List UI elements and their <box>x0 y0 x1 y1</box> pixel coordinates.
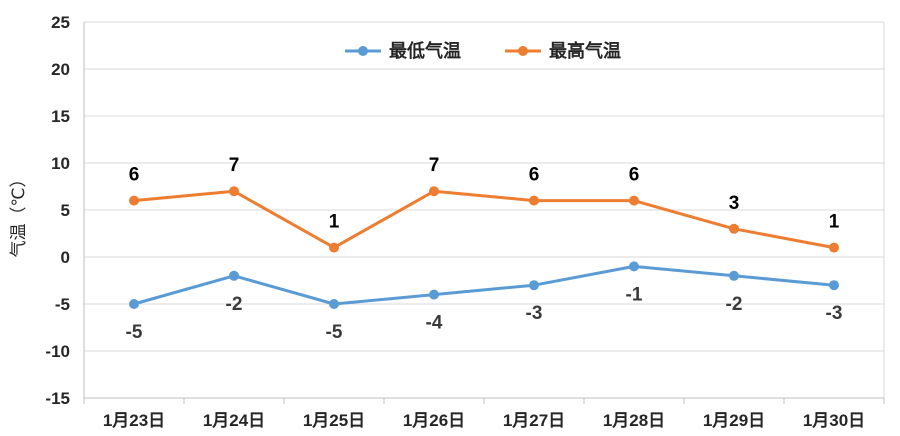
x-tick-label: 1月24日 <box>203 411 265 430</box>
data-point <box>829 280 839 291</box>
y-tick-label: 20 <box>51 60 70 79</box>
y-axis-label: 气温（℃） <box>9 170 28 257</box>
data-label: -3 <box>826 303 843 324</box>
series-0 <box>129 261 839 309</box>
legend-marker <box>358 46 368 56</box>
x-tick-label: 1月27日 <box>503 411 565 430</box>
data-point <box>229 270 239 281</box>
data-label: -5 <box>126 322 143 343</box>
x-tick-label: 1月26日 <box>403 411 465 430</box>
data-point <box>629 261 639 272</box>
data-point <box>529 195 539 206</box>
series-line <box>133 264 835 306</box>
y-tick-label: 0 <box>61 248 70 267</box>
data-label: -2 <box>726 294 743 315</box>
data-point <box>329 299 339 309</box>
data-point <box>129 299 139 309</box>
data-label: -1 <box>626 284 643 305</box>
data-label: 1 <box>329 212 340 233</box>
legend-label: 最高气温 <box>549 40 621 61</box>
x-tick-label: 1月23日 <box>103 411 165 430</box>
data-label: 6 <box>629 165 640 186</box>
y-axis-ticks: -15 -10 -5 0 5 10 15 20 25 <box>45 13 70 408</box>
y-tick-label: 5 <box>61 201 70 220</box>
data-point <box>429 186 439 197</box>
data-point <box>729 223 739 234</box>
legend-marker <box>518 46 528 56</box>
data-point <box>529 280 539 291</box>
x-axis-ticks: 1月23日 1月24日 1月25日 1月26日 1月27日 1月28日 1月29日 1月30日 <box>83 398 885 430</box>
data-label: -2 <box>226 294 243 315</box>
legend-label: 最低气温 <box>389 40 461 61</box>
data-label: 7 <box>229 155 240 176</box>
data-point <box>329 242 339 253</box>
data-label: -4 <box>426 313 443 334</box>
y-tick-label: 25 <box>51 13 70 32</box>
series-1 <box>129 186 839 253</box>
data-point <box>629 195 639 206</box>
x-tick-label: 1月25日 <box>303 411 365 430</box>
data-label: -3 <box>526 303 543 324</box>
y-tick-label: -10 <box>45 342 70 361</box>
data-label: 6 <box>529 165 540 186</box>
data-label: -5 <box>326 322 343 343</box>
y-tick-label: -15 <box>45 389 70 408</box>
y-tick-label: 15 <box>51 107 70 126</box>
gridlines <box>84 21 884 399</box>
data-label: 6 <box>129 165 140 186</box>
series-layer <box>129 186 839 309</box>
legend: 最低气温 最高气温 <box>345 40 621 61</box>
x-tick-label: 1月30日 <box>803 411 865 430</box>
data-labels: -5 -2 -5 -4 -3 -1 -2 -3 6 7 1 7 6 6 3 1 <box>126 155 843 343</box>
y-tick-label: 10 <box>51 154 70 173</box>
data-label: 3 <box>729 193 740 214</box>
data-point <box>829 242 839 253</box>
x-tick-label: 1月29日 <box>703 411 765 430</box>
data-point <box>129 195 139 206</box>
data-point <box>729 270 739 281</box>
y-tick-label: -5 <box>55 295 70 314</box>
x-tick-label: 1月28日 <box>603 411 665 430</box>
data-label: 7 <box>429 155 440 176</box>
data-label: 1 <box>829 212 840 233</box>
data-point <box>229 186 239 197</box>
series-line <box>133 189 835 250</box>
data-point <box>429 289 439 300</box>
